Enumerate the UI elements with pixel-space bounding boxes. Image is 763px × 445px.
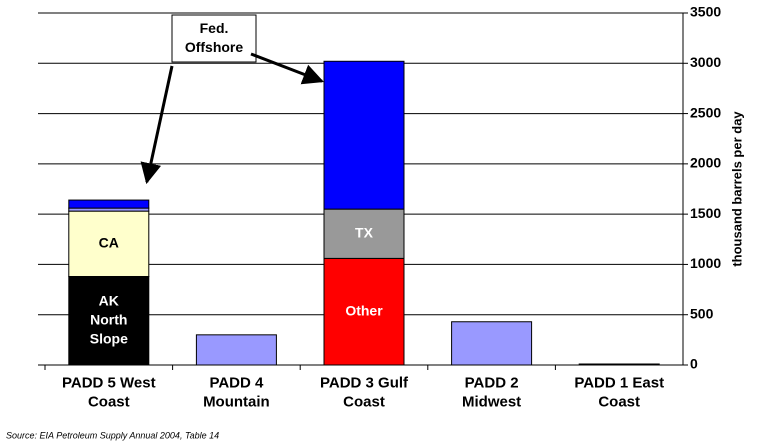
x-tick-label: PADD 4 Mountain	[203, 374, 270, 410]
segment-label: AK North Slope	[90, 292, 128, 346]
y-tick-label: 2000	[690, 155, 721, 171]
annotation-arrow	[140, 65, 174, 185]
bar-segment	[323, 60, 405, 210]
bar-segment	[323, 208, 405, 259]
y-axis-label: thousand barrels per day	[729, 111, 744, 267]
y-tick-label: 0	[690, 356, 698, 372]
bar-segment	[68, 199, 150, 209]
x-tick-label: PADD 1 East Coast	[574, 374, 664, 410]
y-tick-label: 500	[690, 305, 714, 321]
bar-segment	[578, 363, 660, 366]
y-tick-label: 3500	[690, 4, 721, 20]
x-tick-label: PADD 3 Gulf Coast	[320, 374, 409, 410]
y-tick-label: 2500	[690, 104, 721, 120]
bar-segment	[195, 334, 277, 366]
bar-segment	[323, 257, 405, 366]
annotation-arrow	[250, 52, 324, 85]
x-tick-label: PADD 5 West Coast	[62, 374, 156, 410]
y-tick-label: 1500	[690, 205, 721, 221]
segment-label: Other	[345, 302, 383, 318]
bar-segment	[451, 321, 533, 366]
segment-label: TX	[355, 224, 374, 240]
x-tick-label: PADD 2 Midwest	[462, 374, 521, 410]
annotation-box	[171, 14, 257, 63]
source: Source: EIA Petroleum Supply Annual 2004…	[6, 430, 219, 440]
y-tick-label: 1000	[690, 255, 721, 271]
y-tick-label: 3000	[690, 54, 721, 70]
segment-label: CA	[99, 235, 119, 251]
annotation: Fed. Offshore	[185, 20, 244, 55]
